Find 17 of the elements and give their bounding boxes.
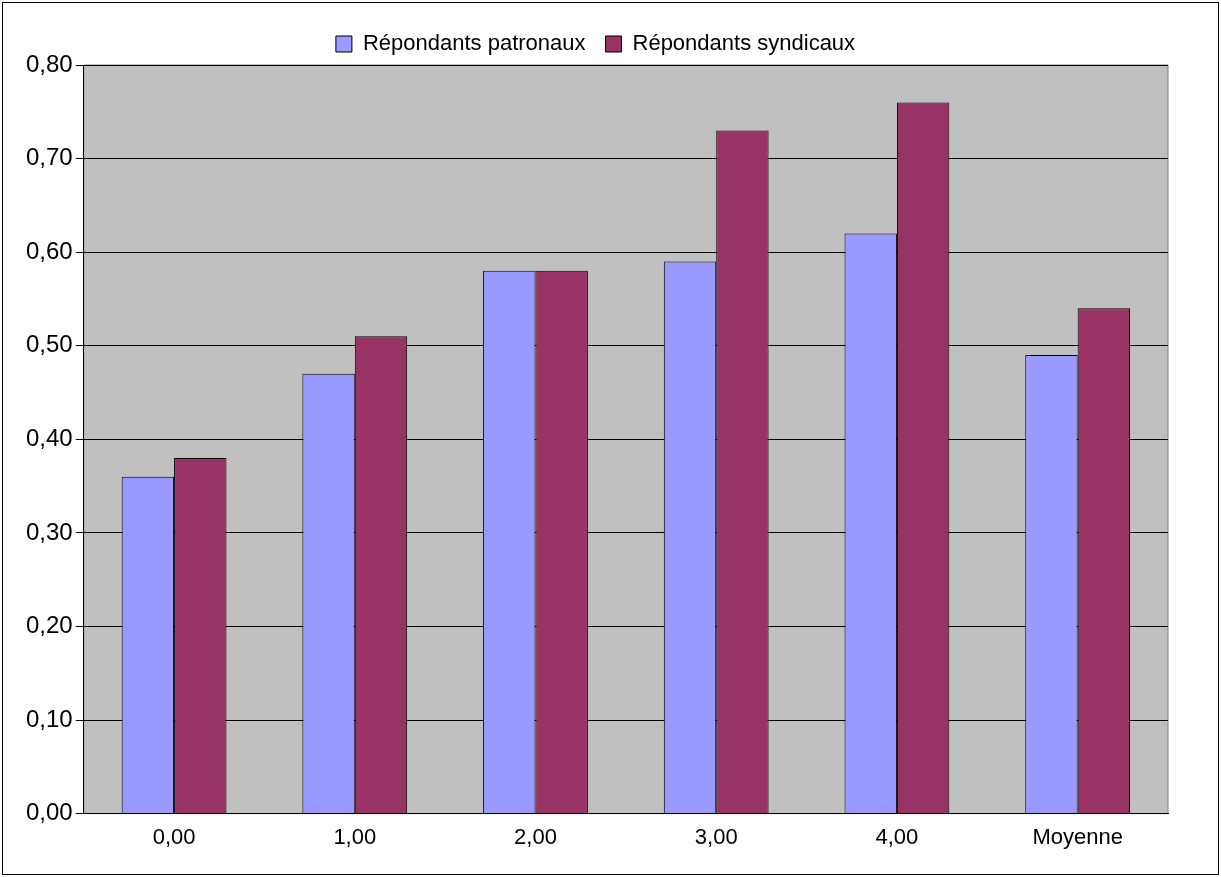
legend-label: Répondants patronaux <box>362 30 586 56</box>
x-tick-label: 2,00 <box>514 823 557 849</box>
y-tick-label: 0,20 <box>25 611 73 639</box>
y-tick-label: 0,00 <box>25 798 73 826</box>
y-tick-label: 0,40 <box>25 423 73 451</box>
y-tick-label: 0,60 <box>25 236 73 264</box>
legend-label: Répondants syndicaux <box>632 30 856 56</box>
y-tick-label: 0,50 <box>25 330 73 358</box>
y-tick-label: 0,80 <box>25 49 73 77</box>
x-tick-label: Moyenne <box>1032 823 1123 849</box>
x-tick-label: 0,00 <box>152 823 196 849</box>
x-tick-label: 1,00 <box>333 823 377 849</box>
y-tick-label: 0,70 <box>25 143 73 171</box>
x-tick-label: 3,00 <box>694 823 738 849</box>
y-tick-label: 0,30 <box>25 517 73 545</box>
x-tick-label: 4,00 <box>875 823 919 849</box>
y-tick-label: 0,10 <box>25 704 73 732</box>
